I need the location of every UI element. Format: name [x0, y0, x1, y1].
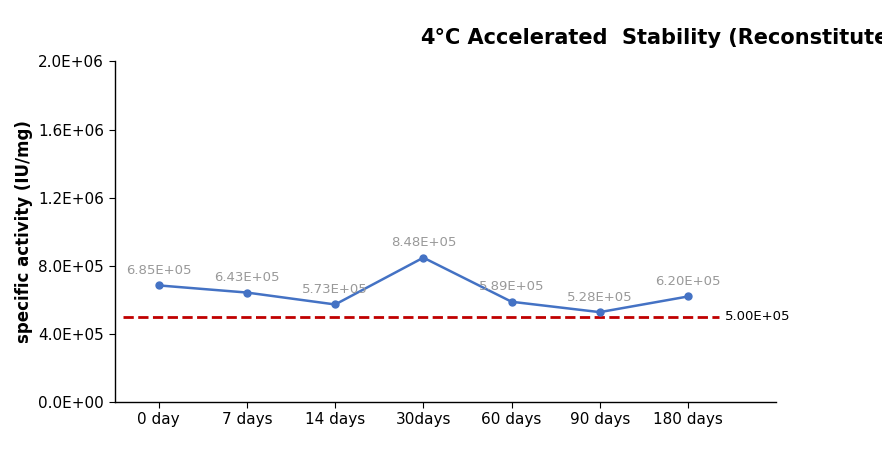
Text: 6.20E+05: 6.20E+05: [655, 275, 721, 288]
Text: 5.73E+05: 5.73E+05: [303, 283, 368, 296]
Text: 5.89E+05: 5.89E+05: [479, 280, 544, 293]
Text: 6.43E+05: 6.43E+05: [214, 271, 280, 284]
Text: 6.85E+05: 6.85E+05: [126, 264, 191, 277]
Text: C Accelerated  Stability (Reconstituted protein): C Accelerated Stability (Reconstituted p…: [445, 28, 882, 48]
Y-axis label: specific activity (IU/mg): specific activity (IU/mg): [15, 120, 33, 343]
Text: 8.48E+05: 8.48E+05: [391, 236, 456, 249]
Text: 5.00E+05: 5.00E+05: [725, 310, 790, 324]
Text: 5.28E+05: 5.28E+05: [567, 290, 632, 304]
Text: 4°: 4°: [421, 28, 445, 48]
